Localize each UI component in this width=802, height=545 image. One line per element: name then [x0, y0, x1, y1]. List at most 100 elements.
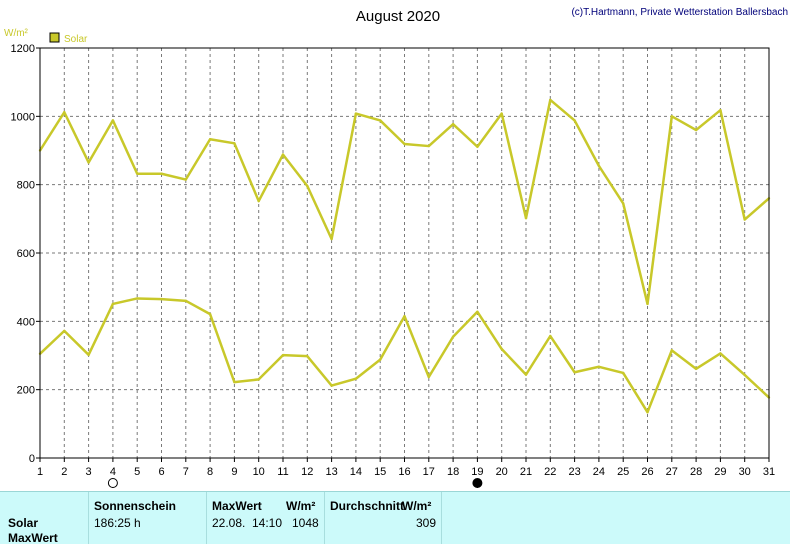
x-tick-label: 2 [61, 466, 67, 478]
data-point [208, 138, 212, 141]
legend-label-solar: Solar [64, 34, 88, 45]
x-tick-label: 20 [496, 466, 508, 478]
x-tick-label: 16 [398, 466, 410, 478]
data-point [379, 358, 382, 361]
data-point [719, 352, 722, 355]
data-point [622, 371, 625, 375]
y-tick-label: 400 [17, 316, 35, 328]
data-point [354, 112, 358, 115]
summary-panel: Solar MaxWert Sonnenschein 186:25 h MaxW… [0, 491, 790, 545]
data-point [476, 310, 479, 313]
data-point [719, 108, 722, 112]
data-point [281, 353, 285, 357]
data-point [670, 349, 673, 352]
plot-frame [39, 47, 770, 459]
data-point [111, 119, 115, 122]
data-point [184, 299, 187, 303]
data-point [597, 365, 601, 368]
data-point [573, 119, 576, 122]
data-point [670, 115, 673, 118]
x-tick-label: 26 [641, 466, 653, 478]
x-tick-label: 8 [207, 466, 213, 478]
data-point [694, 367, 698, 371]
chart-title: August 2020 [356, 8, 440, 25]
x-tick-label: 27 [666, 466, 678, 478]
data-point [136, 172, 139, 175]
x-tick-label: 17 [423, 466, 435, 478]
data-point [646, 302, 649, 306]
x-tick-label: 3 [86, 466, 92, 478]
x-tick-label: 12 [301, 466, 313, 478]
data-point [233, 380, 236, 384]
data-point [257, 378, 260, 381]
avg-value: 309 [416, 516, 437, 530]
sunshine-value: 186:25 h [94, 516, 141, 530]
data-point [427, 375, 430, 379]
chart-grid [40, 48, 769, 458]
x-tick-label: 14 [350, 466, 362, 478]
sunshine-header: Sonnenschein [94, 499, 177, 513]
max-value: 1048 [292, 516, 319, 530]
data-point [451, 335, 455, 338]
data-point [694, 128, 698, 132]
legend-swatch [49, 32, 60, 43]
y-tick-label: 800 [17, 180, 35, 192]
data-point [451, 122, 455, 126]
y-axis-ticks: 0 200 400 600 800 1000 1200 [11, 43, 40, 465]
x-tick-label: 6 [158, 466, 164, 478]
data-point [257, 199, 260, 203]
x-tick-label: 29 [714, 466, 726, 478]
y-tick-label: 0 [29, 453, 35, 465]
x-tick-label: 1 [37, 466, 43, 478]
data-point [549, 334, 552, 338]
y-tick-label: 200 [17, 385, 35, 397]
x-tick-label: 21 [520, 466, 532, 478]
x-tick-label: 5 [134, 466, 140, 478]
y-tick-label: 1200 [11, 43, 35, 55]
data-point [330, 237, 333, 241]
full-moon-icon [107, 478, 118, 488]
data-point [63, 111, 66, 114]
data-point [646, 411, 649, 414]
avg-header: Durchschnitt [330, 499, 405, 513]
data-point [63, 329, 66, 333]
data-point [403, 315, 406, 318]
y-axis-unit: W/m² [4, 28, 29, 39]
data-point [524, 216, 528, 220]
new-moon-icon [472, 478, 483, 488]
x-tick-label: 22 [544, 466, 556, 478]
x-axis-ticks: 1 2 3 4 5 6 7 8 9 10 11 12 13 14 15 16 17 18 19 20 21 22 23 24 2… [37, 458, 775, 478]
moon-markers [107, 478, 483, 488]
x-tick-label: 13 [325, 466, 337, 478]
divider [324, 492, 325, 544]
divider [88, 492, 89, 544]
data-point [184, 178, 187, 181]
data-point [208, 312, 212, 316]
data-point [597, 164, 601, 168]
max-header: MaxWert [212, 499, 262, 513]
x-tick-label: 24 [593, 466, 605, 478]
chart-series [38, 98, 771, 414]
max-time: 14:10 [252, 516, 283, 530]
divider [441, 492, 442, 544]
data-point [743, 373, 746, 377]
data-point [87, 161, 90, 164]
data-point [306, 184, 309, 188]
data-point [160, 297, 163, 301]
max-unit: W/m² [286, 499, 316, 513]
data-point [500, 347, 503, 351]
data-point [233, 142, 236, 145]
x-tick-label: 11 [277, 466, 288, 478]
data-point [524, 373, 528, 376]
x-tick-label: 18 [447, 466, 459, 478]
avg-unit: W/m² [402, 499, 432, 513]
data-point [622, 202, 625, 205]
copyright-text: (c)T.Hartmann, Private Wetterstation Bal… [571, 7, 788, 18]
y-tick-label: 600 [17, 248, 35, 260]
series-line-max [38, 98, 770, 306]
x-tick-label: 7 [183, 466, 189, 478]
data-point [500, 112, 503, 115]
data-point [354, 377, 358, 380]
x-tick-label: 9 [231, 466, 237, 478]
row-label-maxwert: MaxWert [8, 531, 58, 545]
